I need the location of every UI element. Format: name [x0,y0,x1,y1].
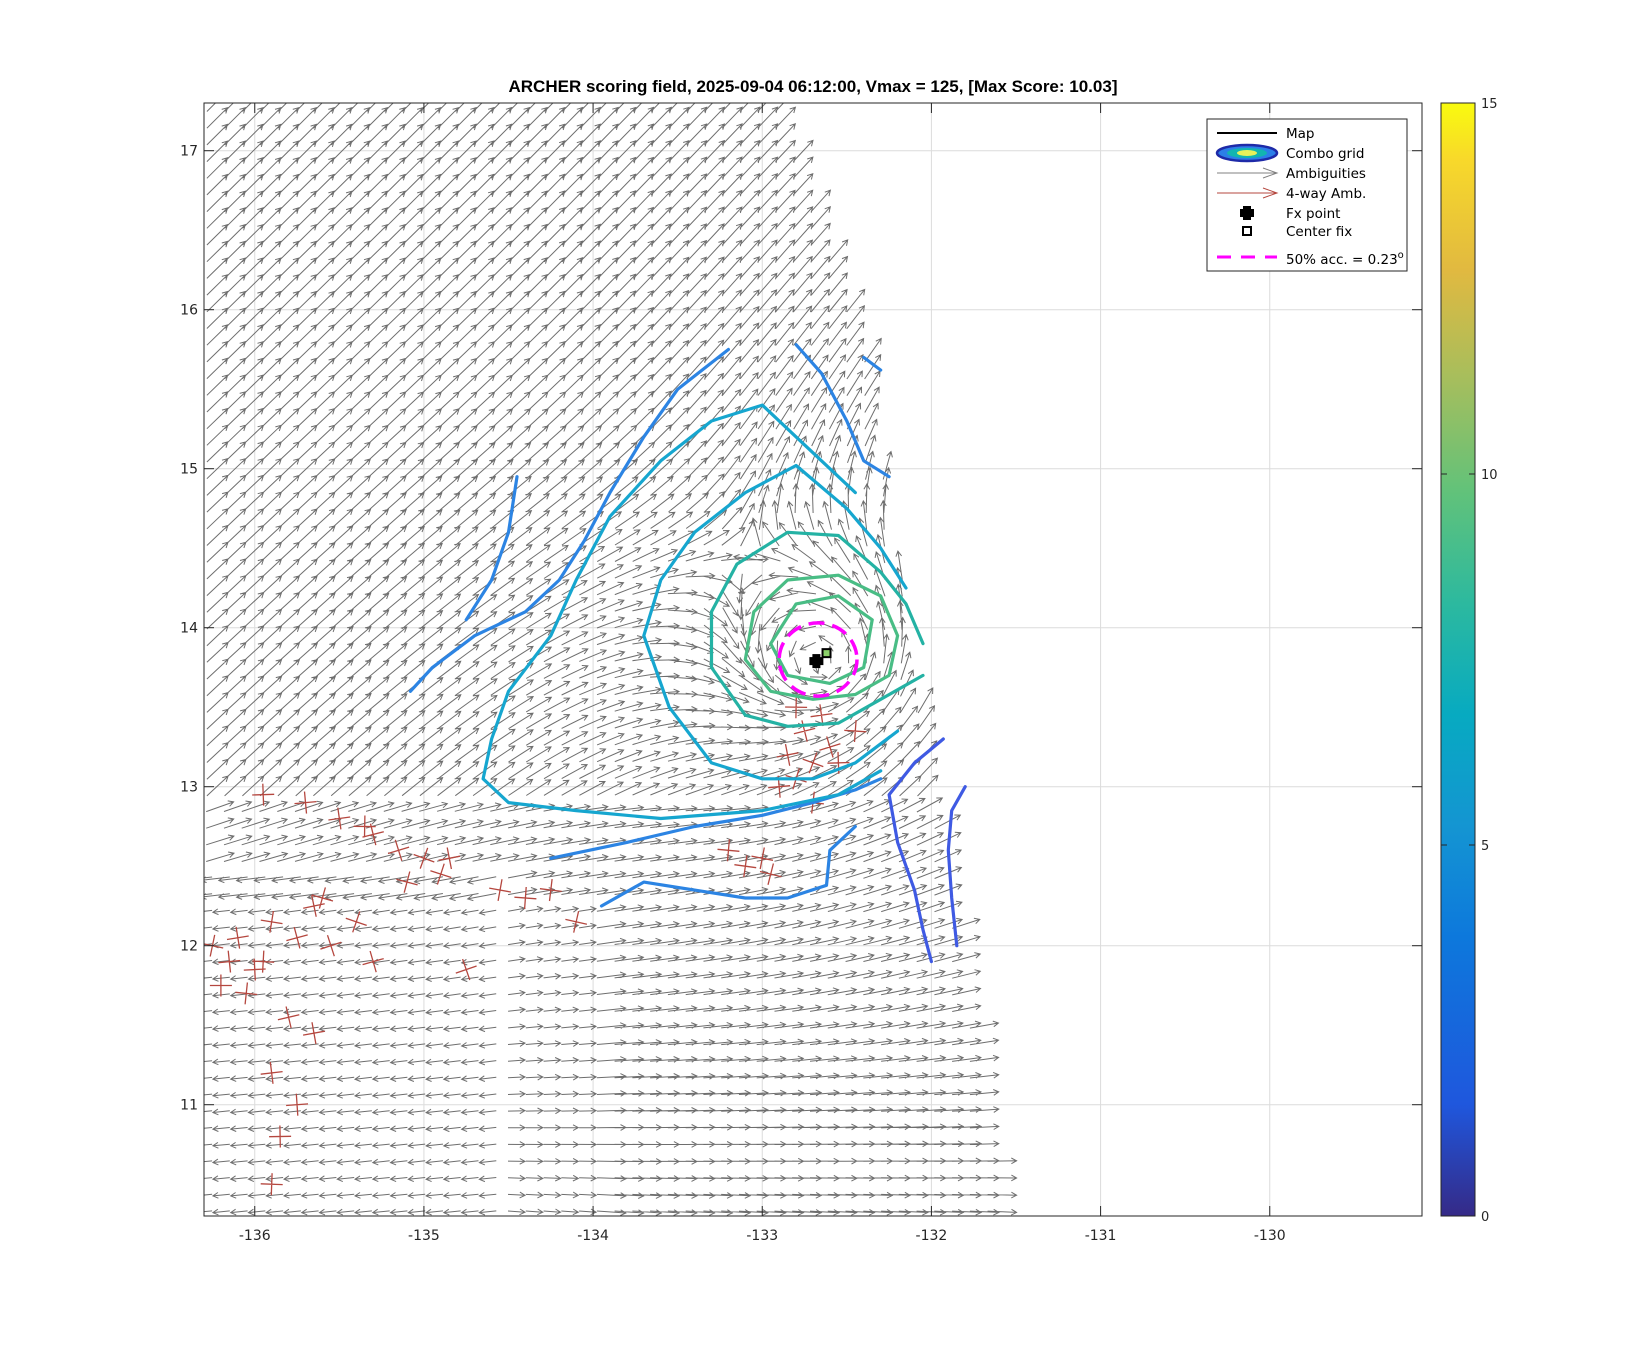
score-contour-line [709,530,925,728]
four-way-ambiguity-crosses [204,696,867,1196]
score-contour-line [946,785,967,948]
score-contour-line [481,403,883,821]
y-tick-label: 13 [180,780,198,796]
wind-ambiguity-arrows [204,103,1018,1216]
colorbar [1440,102,1476,1217]
colorbar-ticks: 0 5 10 15 [1441,97,1498,1225]
score-contour-line [549,777,883,860]
y-tick-label: 12 [180,939,198,955]
score-contour-line [794,343,891,479]
y-tick-label: 15 [180,462,198,478]
y-tick-label: 14 [180,621,198,637]
colorbar-tick-label: 15 [1481,97,1498,112]
fx-point-marker [809,657,824,666]
x-tick-label: -134 [577,1228,609,1244]
x-tick-label: -131 [1085,1228,1117,1244]
y-tick-label: 16 [180,303,198,319]
legend-ambiguities-label: Ambiguities [1286,166,1366,182]
score-contour-line [642,463,908,781]
legend-fx-label: Fx point [1286,206,1340,222]
x-tick-label: -136 [239,1228,271,1244]
x-tick-label: -132 [916,1228,948,1244]
legend-combo-label: Combo grid [1286,146,1364,162]
score-contour-line [599,824,857,908]
score-contour-line [464,475,519,622]
score-contour-line [408,347,730,693]
chart-title: ARCHER scoring field, 2025-09-04 06:12:0… [509,77,1118,96]
y-tick-label: 11 [180,1098,198,1114]
legend: Map Combo grid Ambiguities 4-way Amb. Fx… [1206,118,1408,272]
x-axis: -136 -135 -134 -133 -132 -131 -130 [239,103,1286,1244]
x-tick-label: -133 [746,1228,778,1244]
plot-frame [203,102,1423,1217]
x-tick-label: -135 [408,1228,440,1244]
colorbar-tick-label: 0 [1481,1210,1489,1225]
fix-markers [777,621,859,698]
colorbar-tick-label: 10 [1481,468,1498,483]
legend-center-label: Center fix [1286,224,1352,240]
score-contour-line [743,573,900,701]
legend-fx-swatch [1240,206,1254,220]
accuracy-circle [777,621,859,698]
center-fix-marker [821,648,832,659]
score-contour-line [862,355,883,372]
legend-ambiguities-swatch [1217,167,1279,179]
legend-combo-swatch [1215,143,1279,163]
legend-acc-label: 50% acc. = 0.23o [1286,250,1404,268]
legend-4way-swatch [1217,187,1279,199]
legend-acc-degree: o [1398,250,1404,261]
legend-4way-label: 4-way Amb. [1286,186,1366,202]
y-tick-label: 17 [180,144,198,160]
ambiguity-arrow-field [204,103,1018,1216]
y-axis: 11 12 13 14 15 16 17 [180,144,1422,1114]
score-contour-line [769,594,874,685]
legend-map-label: Map [1286,126,1315,142]
score-contours [408,343,967,964]
score-contour-line [887,737,945,964]
colorbar-tick-label: 5 [1481,839,1489,854]
x-tick-label: -130 [1254,1228,1286,1244]
legend-acc-text: 50% acc. = 0.23 [1286,252,1398,268]
four-way-ambiguities [204,696,867,1196]
legend-center-swatch [1242,226,1252,236]
